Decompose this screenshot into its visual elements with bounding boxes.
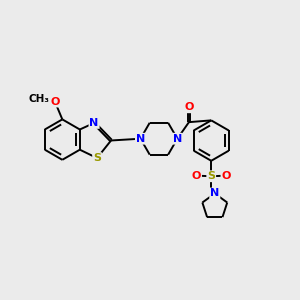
Text: N: N bbox=[210, 188, 219, 199]
Text: O: O bbox=[50, 97, 60, 106]
Text: S: S bbox=[93, 153, 101, 163]
Text: O: O bbox=[221, 171, 231, 181]
Text: O: O bbox=[184, 102, 194, 112]
Text: S: S bbox=[207, 171, 215, 181]
Text: N: N bbox=[89, 118, 99, 128]
Text: O: O bbox=[192, 171, 201, 181]
Text: CH₃: CH₃ bbox=[29, 94, 50, 103]
Text: N: N bbox=[173, 134, 182, 144]
Text: N: N bbox=[136, 134, 145, 144]
